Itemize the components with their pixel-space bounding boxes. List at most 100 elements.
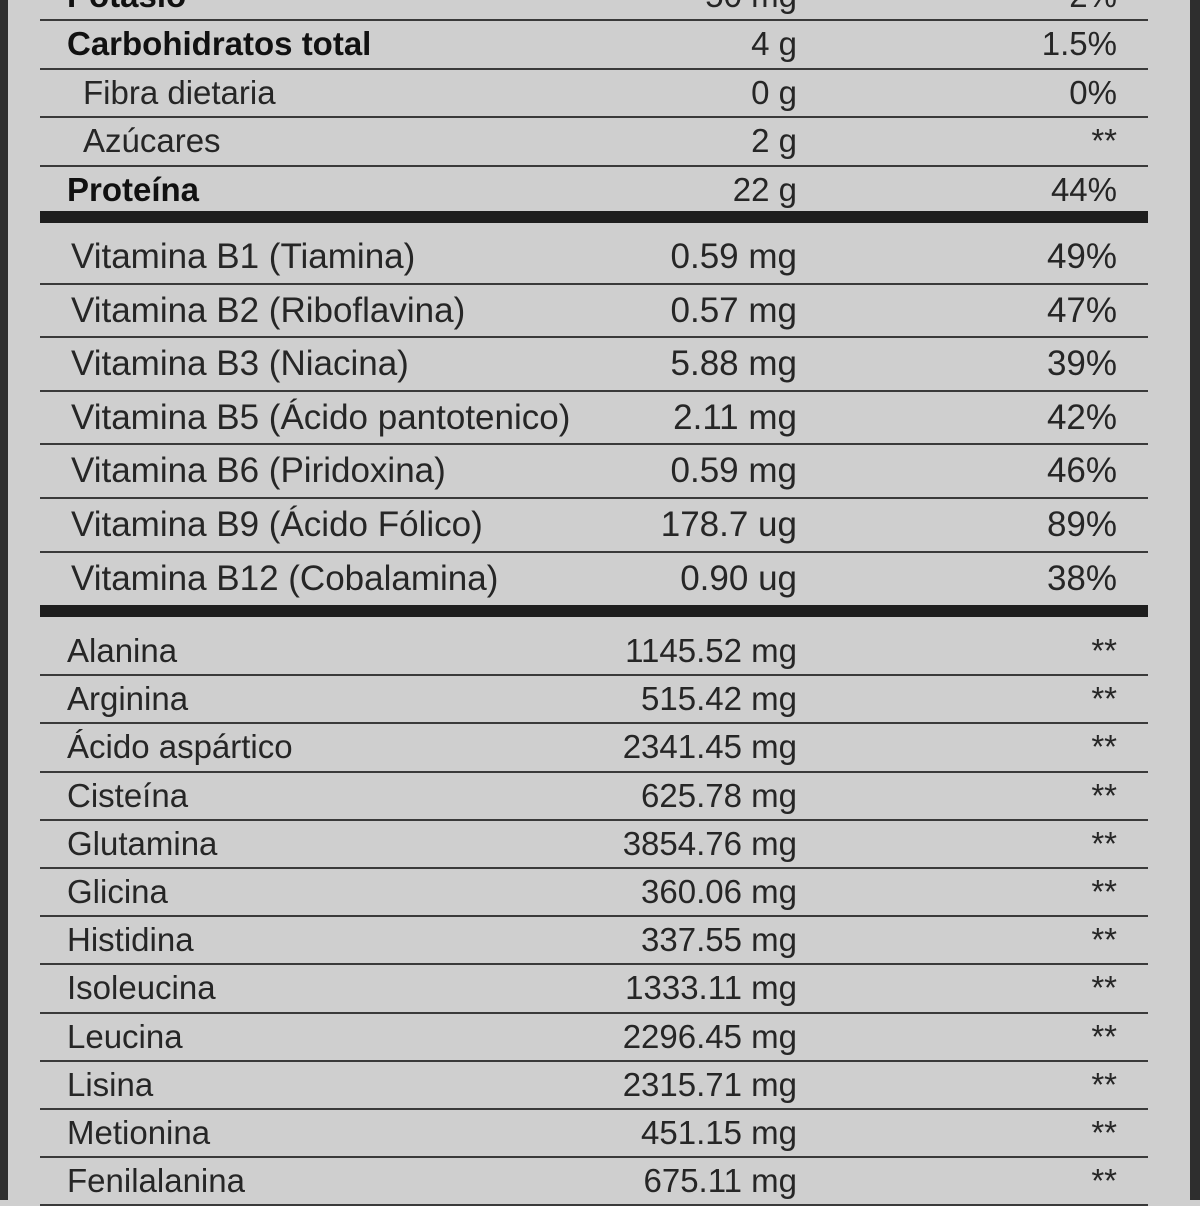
border [0,0,8,1200]
nutrient-row: Leucina 2296.45 mg ** [40,1013,1148,1061]
nutrient-row: Vitamina B2 (Riboflavina) 0.57 mg 47% [40,284,1148,338]
row-divider [40,389,1148,392]
nutrient-dv: 89% [1046,505,1117,544]
nutrient-dv: 2% [1069,0,1117,20]
row-divider [40,1011,1148,1014]
nutrient-name: Fenilalanina [67,1162,245,1200]
nutrient-name: Azúcares [83,122,221,160]
nutrient-name: Glicina [67,873,168,910]
nutrient-amount: 2296.45 mg [622,1017,797,1055]
nutrient-dv: ** [1091,921,1117,959]
nutrient-row: Histidina 337.55 mg ** [40,916,1148,964]
nutrient-name: Isoleucina [67,969,216,1007]
row-divider [40,770,1148,773]
nutrient-name: Vitamina B1 (Tiamina) [71,237,416,276]
nutrient-name: Leucina [67,1017,183,1055]
nutrient-name: Carbohidratos total [67,25,372,63]
nutrient-amount: 0.59 mg [670,451,797,491]
row-divider [40,867,1148,869]
row-divider [40,336,1148,339]
nutrient-row: Fenilalanina 675.11 mg ** [40,1157,1148,1205]
nutrient-amount: 515.42 mg [641,680,797,718]
nutrient-name: Arginina [67,680,189,718]
nutrient-row: Vitamina B6 (Piridoxina) 0.59 mg 46% [40,444,1148,498]
nutrient-amount: 50 mg [705,0,797,20]
nutrient-dv: ** [1091,680,1117,718]
nutrient-row: Ácido aspártico 2341.45 mg ** [40,723,1148,771]
nutrient-name: Vitamina B5 (Ácido pantotenico) [71,397,571,437]
nutrient-dv: 42% [1046,397,1117,437]
nutrient-name: Cisteína [67,776,189,814]
nutrient-dv: 47% [1046,290,1117,330]
nutrient-dv: 44% [1050,170,1117,208]
nutrient-dv: ** [1091,728,1117,766]
row-divider [40,497,1148,499]
nutrient-dv: ** [1091,1065,1117,1103]
nutrient-row: Vitamina B9 (Ácido Fólico) 178.7 ug 89% [40,498,1148,552]
section-divider [40,211,1148,223]
nutrient-name: Glutamina [67,824,218,862]
nutrient-amount: 5.88 mg [670,344,797,384]
row-divider [40,282,1148,285]
nutrient-name: Metionina [67,1114,211,1151]
nutrient-dv: ** [1091,969,1117,1007]
nutrient-name: Proteína [67,170,200,208]
nutrient-dv: 1.5% [1041,25,1117,63]
row-divider [40,963,1148,966]
nutrient-amount: 2341.45 mg [622,728,797,766]
section-divider [40,605,1148,617]
nutrient-dv: ** [1091,1017,1117,1055]
nutrient-amount: 625.78 mg [641,776,797,814]
nutrient-row: Vitamina B3 (Niacina) 5.88 mg 39% [40,337,1148,391]
nutrient-amount: 1145.52 mg [625,632,797,669]
nutrient-amount: 4 g [751,25,797,63]
nutrient-dv: ** [1091,824,1117,862]
nutrient-row: Glutamina 3854.76 mg ** [40,820,1148,868]
nutrient-dv: 0% [1069,73,1117,111]
row-divider [40,1059,1148,1062]
nutrient-name: Potasio [67,0,186,20]
row-divider [40,116,1148,119]
nutrient-dv: 39% [1046,344,1117,384]
nutrient-row: Azúcares 2 g ** [40,117,1148,165]
nutrient-row: Lisina 2315.71 mg ** [40,1061,1148,1109]
nutrient-dv: 38% [1046,558,1117,598]
nutrient-row: Vitamina B1 (Tiamina) 0.59 mg 49% [40,230,1148,284]
nutrient-row: Isoleucina 1333.11 mg ** [40,964,1148,1012]
nutrient-amount: 22 g [732,170,797,208]
nutrient-name: Lisina [67,1065,154,1103]
nutrient-amount: 0.57 mg [670,290,797,330]
nutrient-row: Vitamina B5 (Ácido pantotenico) 2.11 mg 42… [40,391,1148,445]
border [1190,0,1200,1200]
nutrient-name: Ácido aspártico [67,728,293,766]
row-divider [40,915,1148,918]
row-divider [40,164,1148,167]
row-divider [40,674,1148,677]
nutrient-dv: ** [1091,873,1117,910]
nutrient-name: Vitamina B3 (Niacina) [71,344,409,384]
nutrient-row: Potasio 50 mg 2% [40,0,1148,20]
nutrient-amount: 2315.71 mg [622,1065,797,1103]
row-divider [40,722,1148,725]
row-divider [40,1156,1148,1159]
nutrient-amount: 0.59 mg [670,237,797,276]
nutrient-amount: 3854.76 mg [622,824,797,862]
nutrient-dv: ** [1091,1114,1117,1151]
nutrient-name: Vitamina B6 (Piridoxina) [71,451,446,491]
nutrient-row: Glicina 360.06 mg ** [40,868,1148,916]
nutrient-name: Fibra dietaria [83,73,276,111]
nutrient-row: Carbohidratos total 4 g 1.5% [40,20,1148,68]
nutrient-row: Arginina 515.42 mg ** [40,675,1148,723]
row-divider [40,19,1148,22]
nutrient-amount: 337.55 mg [641,921,797,959]
nutrient-amount: 2 g [751,122,797,160]
nutrient-amount: 178.7 ug [660,505,797,544]
nutrient-amount: 0.90 ug [680,558,797,598]
nutrient-dv: 49% [1046,237,1117,276]
nutrient-amount: 0 g [751,73,797,111]
nutrient-amount: 360.06 mg [641,873,797,910]
nutrient-amount: 451.15 mg [641,1114,797,1151]
nutrient-row: Cisteína 625.78 mg ** [40,772,1148,820]
nutrient-row: Metionina 451.15 mg ** [40,1109,1148,1157]
